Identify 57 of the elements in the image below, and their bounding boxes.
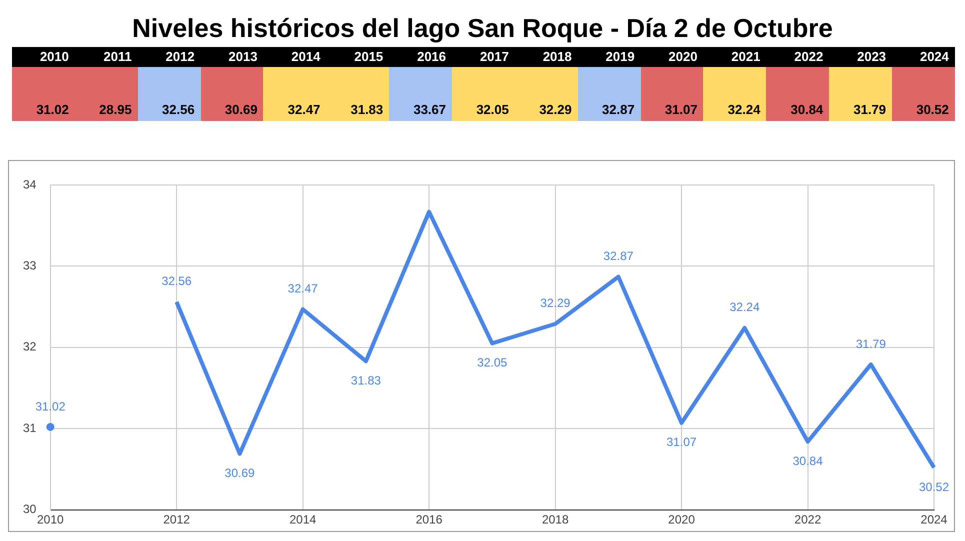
y-tick-label: 34 xyxy=(22,177,37,192)
x-tick-label: 2022 xyxy=(794,512,822,526)
data-label: 31.79 xyxy=(856,336,886,351)
data-label: 31.79 xyxy=(829,67,892,121)
data-label: 30.84 xyxy=(766,67,830,121)
x-tick-label: 2012 xyxy=(163,512,190,526)
x-tick-label: 2015 xyxy=(353,48,384,66)
data-label: 33.67 xyxy=(389,67,452,121)
x-tick-label: 2023 xyxy=(856,48,888,66)
chart-title: Niveles históricos del lago San Roque - Día 2 de Octubre xyxy=(131,12,834,45)
x-tick-label: 2024 xyxy=(918,48,950,66)
data-label: 32.87 xyxy=(603,249,634,264)
x-tick-label: 2018 xyxy=(542,512,569,526)
data-label: 30.52 xyxy=(918,480,950,494)
data-label: 32.29 xyxy=(540,296,571,310)
x-tick-label: 2014 xyxy=(290,48,322,66)
x-tick-label: 2017 xyxy=(478,48,510,66)
x-tick-label: 2014 xyxy=(289,512,316,526)
data-label: 32.05 xyxy=(452,67,515,121)
data-label: 32.05 xyxy=(477,356,508,370)
data-label: 31.07 xyxy=(666,435,697,450)
x-tick-label: 2010 xyxy=(38,48,70,66)
data-label: 31.83 xyxy=(350,374,382,388)
y-tick-label: 32 xyxy=(22,340,37,354)
data-label: 32.24 xyxy=(730,300,760,314)
data-label: 31.02 xyxy=(12,67,75,121)
x-tick-label: 2021 xyxy=(730,48,762,66)
data-label: 30.52 xyxy=(892,67,955,121)
data-label: 31.83 xyxy=(326,67,390,121)
x-tick-label: 2020 xyxy=(668,48,698,66)
data-label: 32.47 xyxy=(263,67,326,121)
x-tick-label: 2018 xyxy=(542,48,573,66)
y-tick-label: 31 xyxy=(22,420,37,435)
data-label: 30.84 xyxy=(792,454,824,468)
x-tick-label: 2020 xyxy=(668,512,696,526)
x-tick-label: 2016 xyxy=(416,512,443,526)
data-label: 28.95 xyxy=(74,67,138,121)
data-label: 30.69 xyxy=(200,67,264,121)
x-tick-label: 2016 xyxy=(416,48,448,66)
x-tick-label: 2012 xyxy=(164,48,196,66)
data-label: 32.24 xyxy=(703,67,766,121)
y-tick-label: 33 xyxy=(22,258,37,273)
data-label: 32.56 xyxy=(162,274,192,288)
data-label: 31.02 xyxy=(35,399,66,414)
x-tick-label: 2010 xyxy=(36,512,64,526)
data-label: 31.07 xyxy=(640,67,704,121)
x-tick-label: 2019 xyxy=(604,48,636,66)
x-tick-label: 2022 xyxy=(793,48,824,66)
data-label: 32.87 xyxy=(578,67,641,121)
x-tick-label: 2011 xyxy=(102,48,133,66)
data-label: 32.29 xyxy=(514,67,578,121)
x-tick-label: 2024 xyxy=(920,512,948,526)
data-label: 32.56 xyxy=(138,67,201,121)
data-label: 32.47 xyxy=(288,282,318,296)
data-label: 30.69 xyxy=(224,466,256,480)
y-tick-label: 30 xyxy=(22,502,37,516)
x-tick-label: 2013 xyxy=(228,48,258,66)
